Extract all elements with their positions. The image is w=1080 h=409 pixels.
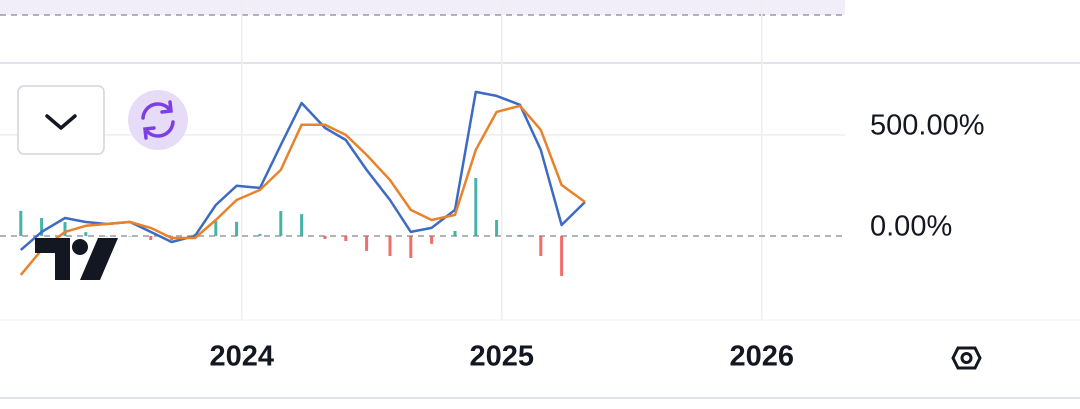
histogram-bar bbox=[105, 235, 109, 237]
histogram-bar bbox=[583, 235, 587, 237]
histogram-bar bbox=[235, 221, 239, 236]
refresh-button[interactable] bbox=[128, 90, 188, 150]
histogram-bar bbox=[539, 235, 543, 256]
histogram-bar bbox=[149, 235, 153, 240]
histogram-bar bbox=[63, 222, 67, 236]
histogram-bar bbox=[495, 219, 499, 236]
settings-icon[interactable] bbox=[951, 346, 982, 370]
histogram-bar bbox=[19, 210, 23, 236]
histogram-bar bbox=[365, 235, 369, 251]
series-line bbox=[19, 104, 586, 276]
histogram-bar bbox=[300, 214, 304, 236]
y-tick-label: 0.00% bbox=[870, 211, 952, 243]
tradingview-logo bbox=[35, 238, 118, 280]
histogram-bar bbox=[453, 230, 457, 236]
plot: 2024 2025 2026 500.00% 0.00% bbox=[0, 0, 985, 373]
x-tick-label: 2024 bbox=[210, 341, 275, 373]
histogram-bar bbox=[518, 234, 522, 236]
refresh-icon bbox=[141, 100, 175, 140]
x-tick-label: 2026 bbox=[730, 341, 795, 373]
histogram-bar bbox=[323, 235, 327, 239]
top-pane bbox=[0, 0, 845, 15]
histogram-bar bbox=[409, 235, 413, 258]
histogram-bar bbox=[128, 235, 132, 237]
dropdown-button[interactable] bbox=[17, 85, 105, 155]
histogram-bar bbox=[388, 235, 392, 256]
histogram-bar bbox=[344, 235, 348, 242]
histogram-bar bbox=[560, 235, 564, 276]
histogram-bar bbox=[474, 177, 478, 236]
histogram-bar bbox=[40, 217, 44, 236]
x-tick-label: 2025 bbox=[470, 341, 535, 373]
histogram-bar bbox=[279, 211, 283, 236]
y-tick-label: 500.00% bbox=[870, 110, 985, 142]
histogram-bar bbox=[430, 235, 434, 244]
histogram-bar bbox=[84, 232, 88, 236]
histogram-bar bbox=[258, 233, 262, 236]
histogram-bar bbox=[214, 220, 218, 236]
chevron-icon bbox=[45, 114, 77, 130]
